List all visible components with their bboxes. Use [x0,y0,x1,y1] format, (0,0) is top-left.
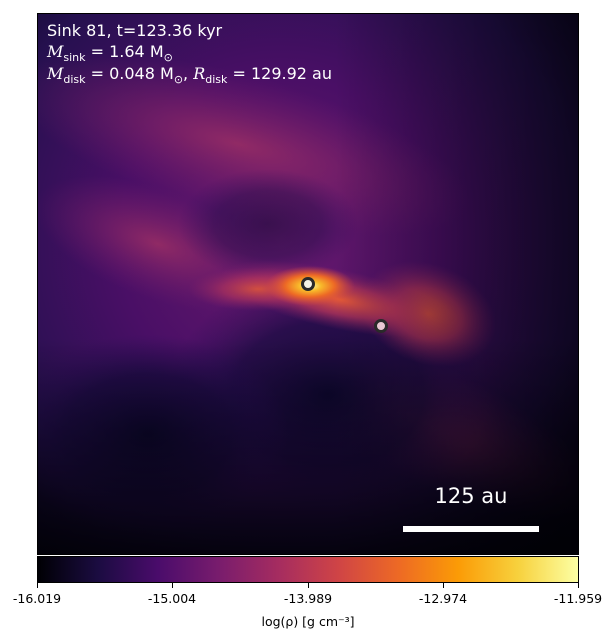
colorbar-tick [578,583,579,588]
colorbar-tick [443,583,444,588]
secondary-sink-marker [374,319,388,333]
sink-time-label: Sink 81, t=123.36 kyr [47,21,223,40]
primary-sink-marker [301,277,315,291]
disk-properties-label: Mdisk = 0.048 M⊙, Rdisk = 129.92 au [47,64,332,87]
colorbar-tick [308,583,309,588]
colorbar-label: log(ρ) [g cm⁻³] [261,614,355,629]
colorbar-tick [37,583,38,588]
colorbar [37,556,579,583]
colorbar-tick-label: -11.959 [553,591,603,606]
colorbar-tick [172,583,173,588]
colorbar-tick-label: -15.004 [147,591,197,606]
colorbar-tick-label: -12.974 [418,591,468,606]
density-map [37,13,579,555]
scalebar-label: 125 au [434,484,508,508]
density-image [38,14,578,554]
colorbar-tick-label: -13.989 [283,591,333,606]
colorbar-tick-label: -16.019 [12,591,62,606]
sink-mass-label: Msink = 1.64 M⊙ [47,42,173,65]
scalebar [403,526,539,532]
